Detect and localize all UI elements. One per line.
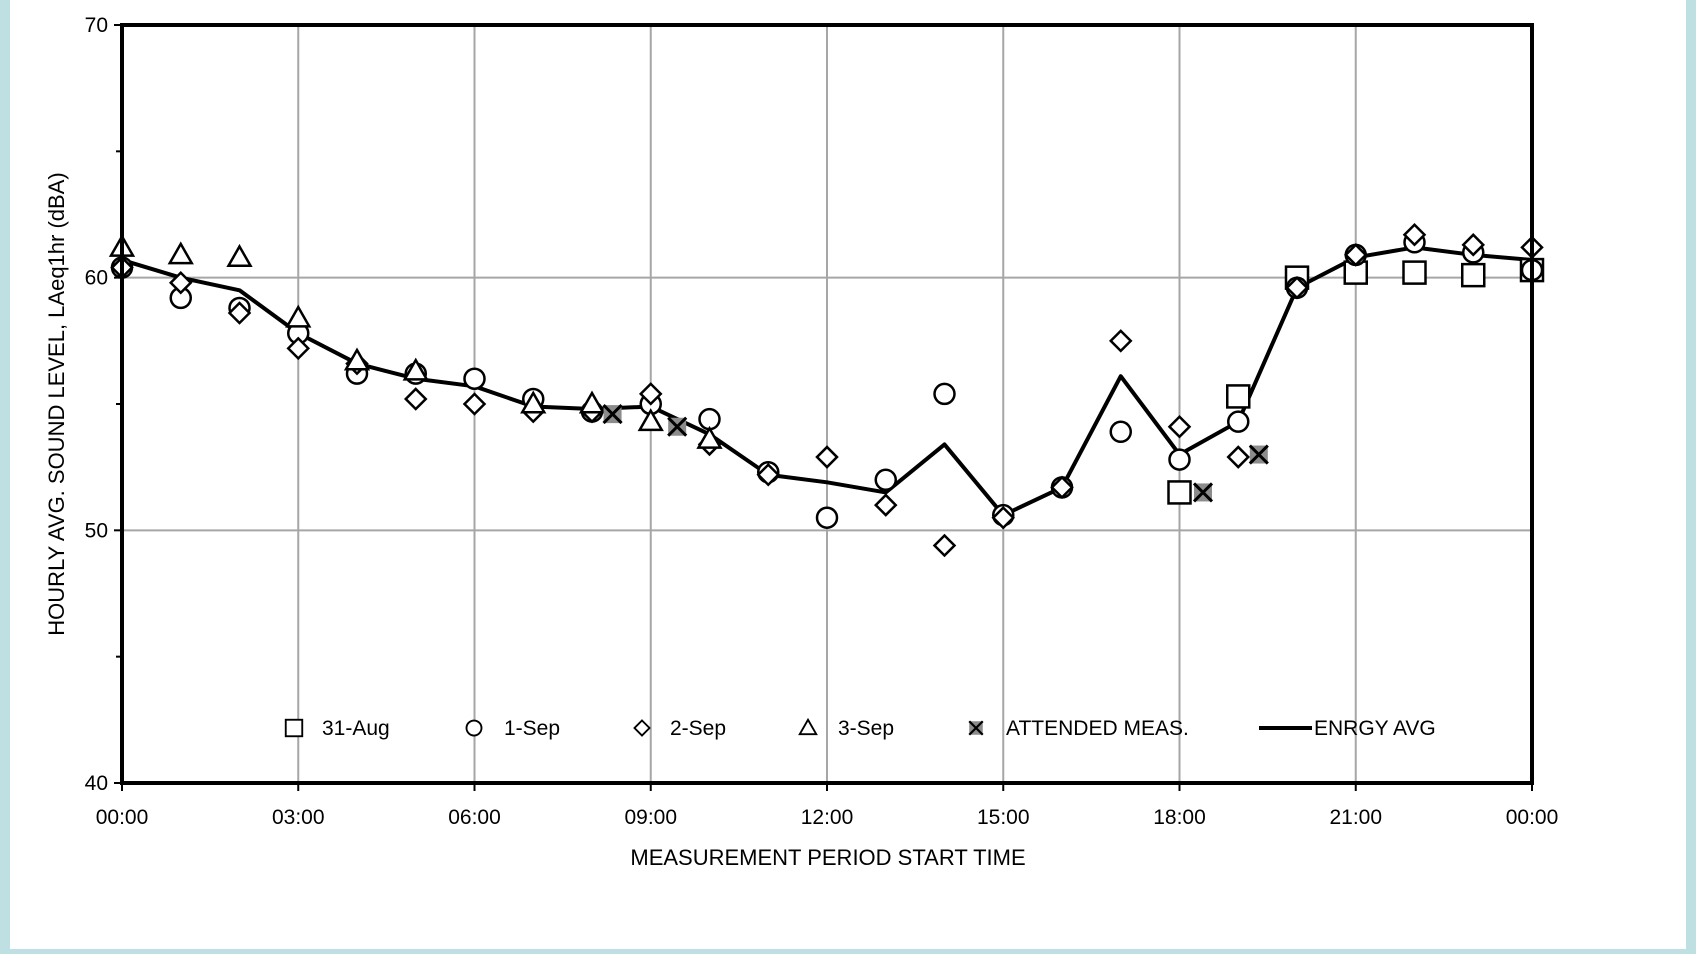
legend-marker-3-sep [798, 717, 818, 736]
legend-swatch-3-sep [798, 717, 818, 736]
data-point-3-sep [520, 390, 547, 414]
data-point-2-sep [1343, 243, 1368, 267]
legend-marker-attended-meas [968, 720, 984, 736]
y-tick-label: 50 [85, 519, 108, 542]
legend: 31-Aug 1-Sep 2-Sep 3-Sep ATTENDED MEAS. ENRGY… [284, 717, 1436, 740]
chart-frame: 40 50 60 70 00:00 03:00 06:00 09:00 12:00 15:00 1… [10, 0, 1686, 949]
data-point-2-sep [932, 533, 957, 558]
data-point-1-sep [1109, 420, 1132, 444]
data-point-3-sep [167, 241, 194, 265]
data-point-2-sep [1461, 233, 1486, 257]
legend-label-3-sep: 3-Sep [838, 717, 894, 740]
scatter-chart: 40 50 60 70 00:00 03:00 06:00 09:00 12:00 15:00 1… [44, 14, 1559, 870]
y-axis-title: HOURLY AVG. SOUND LEVEL, LAeq1hr (dBA) [44, 172, 69, 635]
legend-label-2-sep: 2-Sep [670, 717, 726, 740]
x-axis-title: MEASUREMENT PERIOD START TIME [630, 845, 1025, 870]
data-point-2-sep [1285, 276, 1309, 300]
legend-swatch-2-sep [633, 719, 651, 737]
data-point-31-aug [1226, 384, 1251, 409]
x-tick-label: 15:00 [977, 806, 1030, 829]
data-point-2-sep [462, 392, 487, 416]
x-tick-label: 03:00 [272, 806, 325, 829]
legend-label-enrgy-avg: ENRGY AVG [1314, 717, 1436, 740]
data-point-3-sep [578, 390, 606, 414]
data-point-31-aug [1402, 260, 1427, 285]
x-tick-label: 00:00 [96, 806, 149, 829]
data-point-2-sep [873, 493, 898, 517]
legend-swatch-31-aug [284, 718, 304, 738]
legend-label-31-aug: 31-Aug [322, 717, 390, 740]
data-point-2-sep [991, 505, 1016, 530]
data-point-1-sep [815, 506, 839, 529]
x-tick-label: 12:00 [801, 806, 854, 829]
data-point-2-sep [403, 387, 428, 411]
data-point-attended-meas [1248, 444, 1269, 465]
y-tick-label: 60 [85, 267, 108, 290]
data-point-2-sep [756, 462, 781, 487]
data-point-2-sep [1050, 475, 1074, 500]
data-point-2-sep [1108, 329, 1133, 353]
x-tick-label: 06:00 [448, 806, 501, 829]
data-point-3-sep [637, 408, 664, 432]
y-tick-labels: 40 50 60 70 [85, 14, 108, 795]
x-tick-label: 09:00 [624, 806, 677, 829]
x-tick-label: 00:00 [1506, 806, 1559, 829]
y-tick-label: 70 [85, 14, 108, 37]
data-point-2-sep [227, 301, 252, 325]
data-point-31-aug [1167, 480, 1192, 505]
data-point-2-sep [1402, 222, 1427, 247]
attended-marker-stroke [602, 404, 623, 425]
data-point-attended-meas [667, 416, 688, 437]
gridlines [122, 25, 1532, 783]
x-tick-label: 18:00 [1153, 806, 1206, 829]
attended-marker-stroke [1192, 482, 1214, 503]
data-point-2-sep [1167, 414, 1192, 439]
legend-marker-1-sep [465, 719, 483, 737]
data-point-3-sep [226, 243, 253, 267]
data-point-3-sep [696, 425, 723, 449]
data-point-2-sep [1226, 445, 1251, 469]
data-point-attended-meas [1192, 482, 1214, 503]
data-point-2-sep [168, 270, 193, 295]
legend-label-1-sep: 1-Sep [504, 717, 560, 740]
data-point-1-sep [463, 367, 486, 390]
data-point-1-sep [1168, 448, 1191, 471]
data-point-3-sep [285, 304, 312, 328]
data-point-attended-meas [602, 404, 623, 425]
legend-marker-31-aug [284, 718, 304, 738]
legend-swatch-attended-meas [968, 720, 984, 736]
x-tick-label: 21:00 [1329, 806, 1382, 829]
plot-border [120, 23, 1534, 785]
attended-marker-stroke [1248, 444, 1269, 465]
y-tick-label: 40 [85, 772, 108, 795]
legend-label-attended-meas: ATTENDED MEAS. [1006, 717, 1189, 740]
data-point-31-aug [1461, 262, 1486, 288]
data-point-2-sep [286, 336, 311, 361]
data-point-2-sep [638, 382, 663, 406]
data-point-1-sep [874, 468, 897, 492]
attended-marker-stroke [968, 720, 984, 736]
attended-marker-stroke [667, 416, 688, 437]
data-point-2-sep [815, 445, 839, 469]
x-tick-labels: 00:00 03:00 06:00 09:00 12:00 15:00 18:00 21:00… [96, 806, 1559, 829]
data-point-1-sep [1227, 410, 1250, 433]
axis-ticks [114, 24, 1533, 791]
legend-marker-2-sep [633, 719, 651, 737]
data-point-1-sep [933, 382, 956, 406]
legend-swatch-1-sep [465, 719, 483, 737]
data-point-3-sep [402, 357, 429, 381]
data-point-3-sep [343, 347, 371, 371]
